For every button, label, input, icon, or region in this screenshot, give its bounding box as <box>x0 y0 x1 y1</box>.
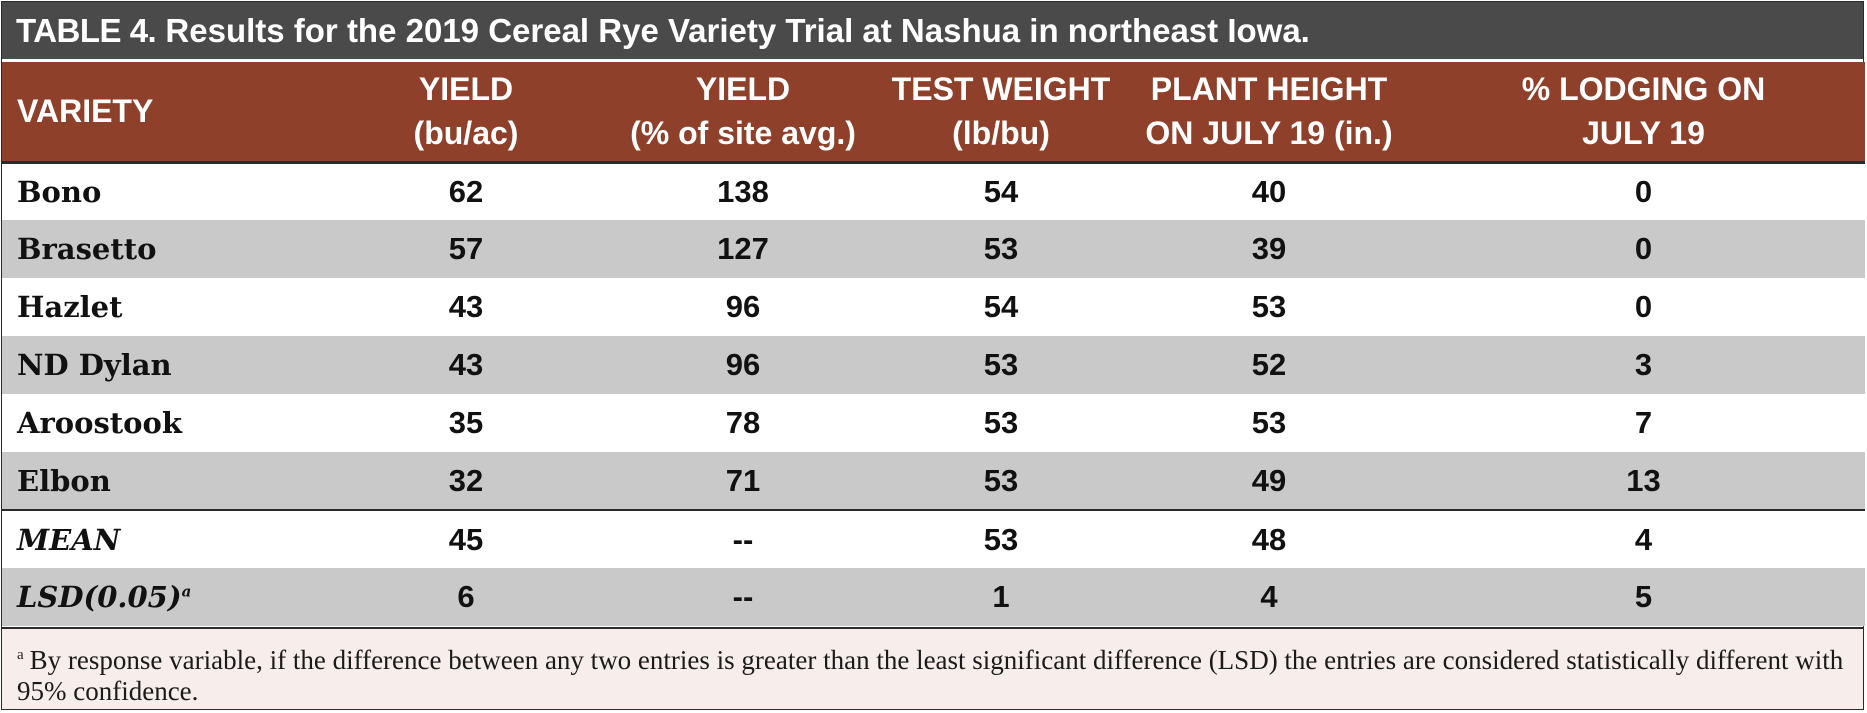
plant-height-cell: 49 <box>1251 462 1287 498</box>
lodging-cell: 0 <box>1634 231 1653 266</box>
column-header-test-weight: TEST WEIGHT (lb/bu) <box>886 62 1116 164</box>
table-row: Aroostook 35 78 53 53 7 <box>2 394 1865 452</box>
lodging-cell: 4 <box>1422 509 1865 568</box>
plant-height-cell: 4 <box>1260 579 1278 614</box>
lodging-cell: 5 <box>1634 579 1653 614</box>
column-header-variety: VARIETY <box>2 62 332 164</box>
column-header-yield-pct: YIELD (% of site avg.) <box>600 62 886 164</box>
footnote-marker: a <box>17 647 24 663</box>
yield-bu-cell: 35 <box>448 405 484 440</box>
variety-cell: Brasetto <box>17 232 157 266</box>
variety-cell: Elbon <box>17 463 111 498</box>
lodging-cell: 0 <box>1634 173 1653 209</box>
test-weight-cell: 53 <box>983 462 1019 498</box>
plant-height-cell: 48 <box>1116 509 1422 568</box>
lsd-label: LSD(0.05) <box>17 580 182 614</box>
variety-cell: Bono <box>17 174 102 209</box>
variety-cell: Hazlet <box>17 290 123 324</box>
lsd-row: LSD(0.05)a 6 -- 1 4 5 <box>2 568 1865 626</box>
yield-pct-cell: -- <box>600 509 886 568</box>
yield-pct-cell: 138 <box>717 173 769 209</box>
table-row: Brasetto 57 127 53 39 0 <box>2 220 1865 278</box>
test-weight-cell: 53 <box>886 509 1116 568</box>
table-row: Hazlet 43 96 54 53 0 <box>2 278 1865 336</box>
mean-row: MEAN 45 -- 53 48 4 <box>2 509 1865 568</box>
footnote-text: By response variable, if the difference … <box>17 645 1844 706</box>
yield-pct-cell: 96 <box>725 347 761 382</box>
lsd-label-cell: LSD(0.05)a <box>2 568 332 626</box>
plant-height-cell: 39 <box>1251 231 1287 266</box>
yield-bu-cell: 43 <box>448 347 484 382</box>
column-header-yield-bu: YIELD (bu/ac) <box>332 62 600 164</box>
test-weight-cell: 53 <box>983 231 1019 266</box>
header-row: VARIETY YIELD (bu/ac) YIELD (% of site a… <box>2 62 1865 164</box>
yield-bu-cell: 62 <box>448 173 484 209</box>
test-weight-cell: 53 <box>983 405 1019 440</box>
table-footnote: a By response variable, if the difference… <box>2 627 1863 709</box>
test-weight-cell: 54 <box>983 289 1019 324</box>
plant-height-cell: 52 <box>1251 347 1287 382</box>
plant-height-cell: 53 <box>1251 405 1287 440</box>
variety-cell: ND Dylan <box>17 348 172 382</box>
yield-bu-cell: 45 <box>332 509 600 568</box>
yield-bu-cell: 6 <box>457 579 475 614</box>
lodging-cell: 3 <box>1634 347 1653 382</box>
table-row: Bono 62 138 54 40 0 <box>2 162 1865 220</box>
table-row: ND Dylan 43 96 53 52 3 <box>2 336 1865 394</box>
table-row: Elbon 32 71 53 49 13 <box>2 452 1865 510</box>
footnote-marker: a <box>181 582 192 601</box>
yield-bu-cell: 57 <box>448 231 484 266</box>
yield-bu-cell: 43 <box>448 289 484 324</box>
yield-pct-cell: 71 <box>725 462 761 498</box>
yield-pct-cell: -- <box>732 579 754 614</box>
yield-pct-cell: 127 <box>717 231 769 266</box>
table-number: TABLE 4. <box>16 12 157 49</box>
lodging-cell: 0 <box>1634 289 1653 324</box>
yield-bu-cell: 32 <box>448 462 484 498</box>
test-weight-cell: 1 <box>992 579 1010 614</box>
plant-height-cell: 53 <box>1251 289 1287 324</box>
lodging-cell: 7 <box>1634 405 1653 440</box>
column-header-lodging: % LODGING ON JULY 19 <box>1422 62 1865 164</box>
mean-label: MEAN <box>2 509 332 568</box>
test-weight-cell: 53 <box>983 347 1019 382</box>
results-table: VARIETY YIELD (bu/ac) YIELD (% of site a… <box>2 62 1865 626</box>
table-title-bar: TABLE 4. Results for the 2019 Cereal Rye… <box>2 2 1863 59</box>
column-header-plant-height: PLANT HEIGHT ON JULY 19 (in.) <box>1116 62 1422 164</box>
yield-pct-cell: 96 <box>725 289 761 324</box>
variety-cell: Aroostook <box>17 406 182 440</box>
test-weight-cell: 54 <box>983 173 1019 209</box>
table-title: Results for the 2019 Cereal Rye Variety … <box>165 12 1310 49</box>
yield-pct-cell: 78 <box>725 405 761 440</box>
lodging-cell: 13 <box>1626 462 1661 498</box>
plant-height-cell: 40 <box>1251 173 1287 209</box>
